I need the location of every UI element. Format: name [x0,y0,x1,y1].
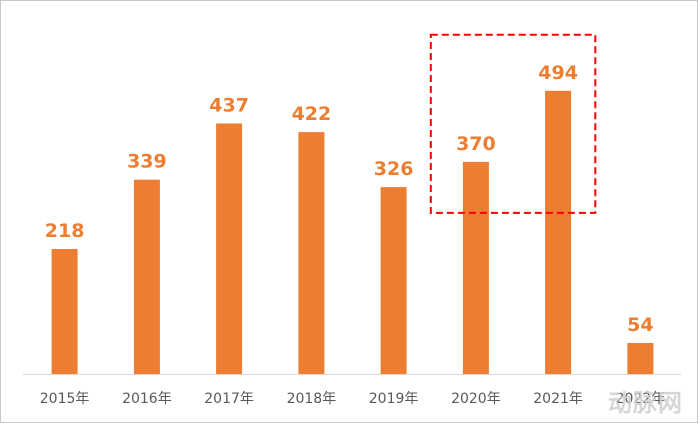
bar-2019年 [380,187,407,374]
bar-value-label: 422 [292,103,332,125]
bar-2017年 [216,123,243,374]
bar-2022年 [627,343,654,374]
bar-2015年 [51,249,78,374]
bar-2021年 [545,90,572,375]
bar-value-label: 370 [456,133,496,155]
bar-value-label: 218 [45,220,85,242]
bar-value-label: 437 [209,95,249,117]
bar-value-label: 494 [538,62,578,84]
x-tick-label: 2017年 [204,391,254,407]
bar-2016年 [133,179,160,374]
x-tick-label: 2018年 [287,391,337,407]
x-tick-label: 2020年 [451,391,501,407]
watermark-logo: 动脉网 [608,389,683,417]
bar-2020年 [462,161,489,374]
bar-value-label: 326 [374,158,414,180]
bar-2018年 [298,132,325,374]
highlight-dashed-box [429,33,597,214]
bar-value-label: 339 [127,151,167,173]
x-tick-label: 2016年 [122,391,172,407]
x-tick-label: 2015年 [40,391,90,407]
x-tick-label: 2021年 [533,391,583,407]
bar-value-label: 54 [627,314,653,336]
x-tick-label: 2022年 [616,391,666,407]
x-tick-label: 2019年 [369,391,419,407]
